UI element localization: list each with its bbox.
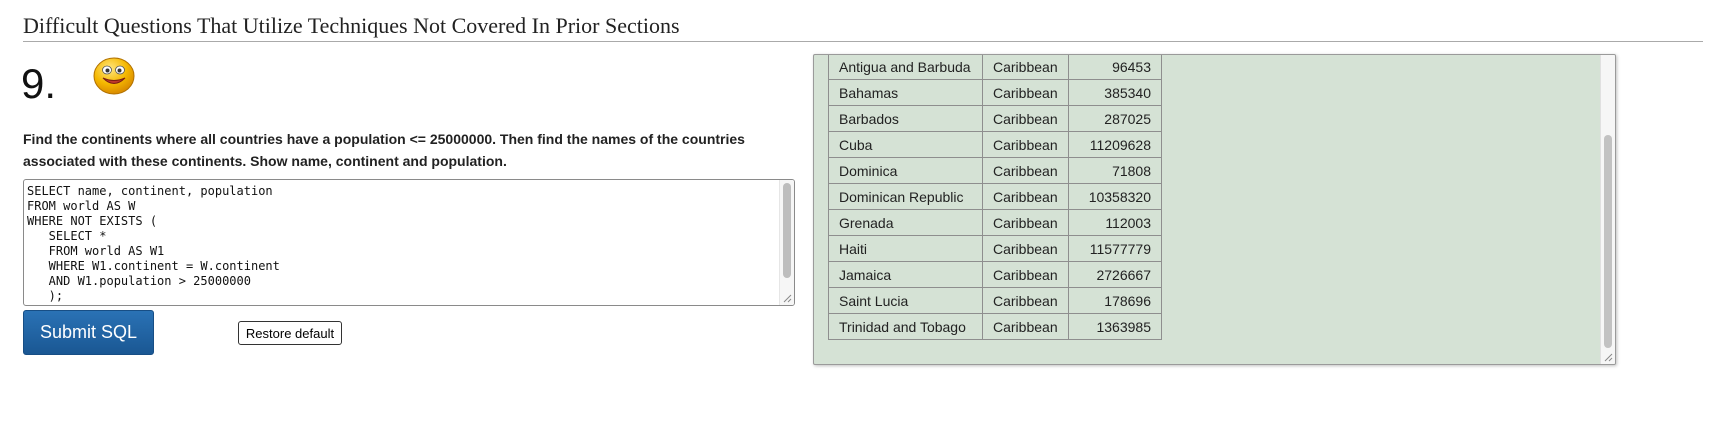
country-name-cell: Cuba bbox=[828, 131, 983, 158]
sql-editor[interactable]: SELECT name, continent, population FROM … bbox=[23, 179, 795, 306]
population-cell: 178696 bbox=[1068, 287, 1162, 314]
section-title: Difficult Questions That Utilize Techniq… bbox=[23, 13, 680, 38]
question-number: 9. bbox=[21, 60, 57, 107]
results-table: Antigua and Barbuda Caribbean 96453 Bahamas… bbox=[828, 55, 1162, 340]
table-row: Bahamas Caribbean 385340 bbox=[828, 79, 1162, 106]
results-panel[interactable]: Antigua and Barbuda Caribbean 96453 Bahamas… bbox=[813, 54, 1616, 365]
continent-cell: Caribbean bbox=[982, 157, 1069, 184]
editor-resize-handle-icon[interactable] bbox=[783, 294, 792, 303]
population-cell: 287025 bbox=[1068, 105, 1162, 132]
population-cell: 96453 bbox=[1068, 55, 1162, 80]
table-row: Dominica Caribbean 71808 bbox=[828, 157, 1162, 184]
population-cell: 11209628 bbox=[1068, 131, 1162, 158]
continent-cell: Caribbean bbox=[982, 209, 1069, 236]
restore-default-button[interactable]: Restore default bbox=[238, 321, 342, 345]
country-name-cell: Dominica bbox=[828, 157, 983, 184]
country-name-cell: Bahamas bbox=[828, 79, 983, 106]
country-name-cell: Haiti bbox=[828, 235, 983, 262]
continent-cell: Caribbean bbox=[982, 131, 1069, 158]
population-cell: 2726667 bbox=[1068, 261, 1162, 288]
editor-scrollbar[interactable] bbox=[779, 180, 794, 305]
continent-cell: Caribbean bbox=[982, 261, 1069, 288]
continent-cell: Caribbean bbox=[982, 79, 1069, 106]
country-name-cell: Barbados bbox=[828, 105, 983, 132]
results-scroll-thumb[interactable] bbox=[1604, 135, 1612, 348]
continent-cell: Caribbean bbox=[982, 105, 1069, 132]
table-row: Saint Lucia Caribbean 178696 bbox=[828, 287, 1162, 314]
population-cell: 71808 bbox=[1068, 157, 1162, 184]
table-row: Trinidad and Tobago Caribbean 1363985 bbox=[828, 313, 1162, 340]
smiley-face-icon bbox=[93, 57, 135, 95]
results-table-body: Antigua and Barbuda Caribbean 96453 Bahamas… bbox=[828, 55, 1162, 340]
results-scrollbar[interactable] bbox=[1600, 55, 1615, 364]
sql-query-text[interactable]: SELECT name, continent, population FROM … bbox=[27, 184, 280, 303]
results-resize-handle-icon[interactable] bbox=[1604, 353, 1613, 362]
table-row: Grenada Caribbean 112003 bbox=[828, 209, 1162, 236]
population-cell: 112003 bbox=[1068, 209, 1162, 236]
editor-scroll-thumb[interactable] bbox=[783, 183, 791, 278]
population-cell: 385340 bbox=[1068, 79, 1162, 106]
country-name-cell: Jamaica bbox=[828, 261, 983, 288]
continent-cell: Caribbean bbox=[982, 183, 1069, 210]
population-cell: 11577779 bbox=[1068, 235, 1162, 262]
continent-cell: Caribbean bbox=[982, 55, 1069, 80]
country-name-cell: Antigua and Barbuda bbox=[828, 55, 983, 80]
submit-sql-button[interactable]: Submit SQL bbox=[23, 310, 154, 355]
table-row: Haiti Caribbean 11577779 bbox=[828, 235, 1162, 262]
table-row: Cuba Caribbean 11209628 bbox=[828, 131, 1162, 158]
population-cell: 1363985 bbox=[1068, 313, 1162, 340]
country-name-cell: Dominican Republic bbox=[828, 183, 983, 210]
title-divider bbox=[23, 41, 1703, 42]
table-row: Jamaica Caribbean 2726667 bbox=[828, 261, 1162, 288]
country-name-cell: Saint Lucia bbox=[828, 287, 983, 314]
population-cell: 10358320 bbox=[1068, 183, 1162, 210]
table-row: Dominican Republic Caribbean 10358320 bbox=[828, 183, 1162, 210]
continent-cell: Caribbean bbox=[982, 313, 1069, 340]
country-name-cell: Grenada bbox=[828, 209, 983, 236]
table-row: Antigua and Barbuda Caribbean 96453 bbox=[828, 55, 1162, 80]
continent-cell: Caribbean bbox=[982, 287, 1069, 314]
country-name-cell: Trinidad and Tobago bbox=[828, 313, 983, 340]
continent-cell: Caribbean bbox=[982, 235, 1069, 262]
question-text: Find the continents where all countries … bbox=[23, 131, 745, 169]
table-row: Barbados Caribbean 287025 bbox=[828, 105, 1162, 132]
